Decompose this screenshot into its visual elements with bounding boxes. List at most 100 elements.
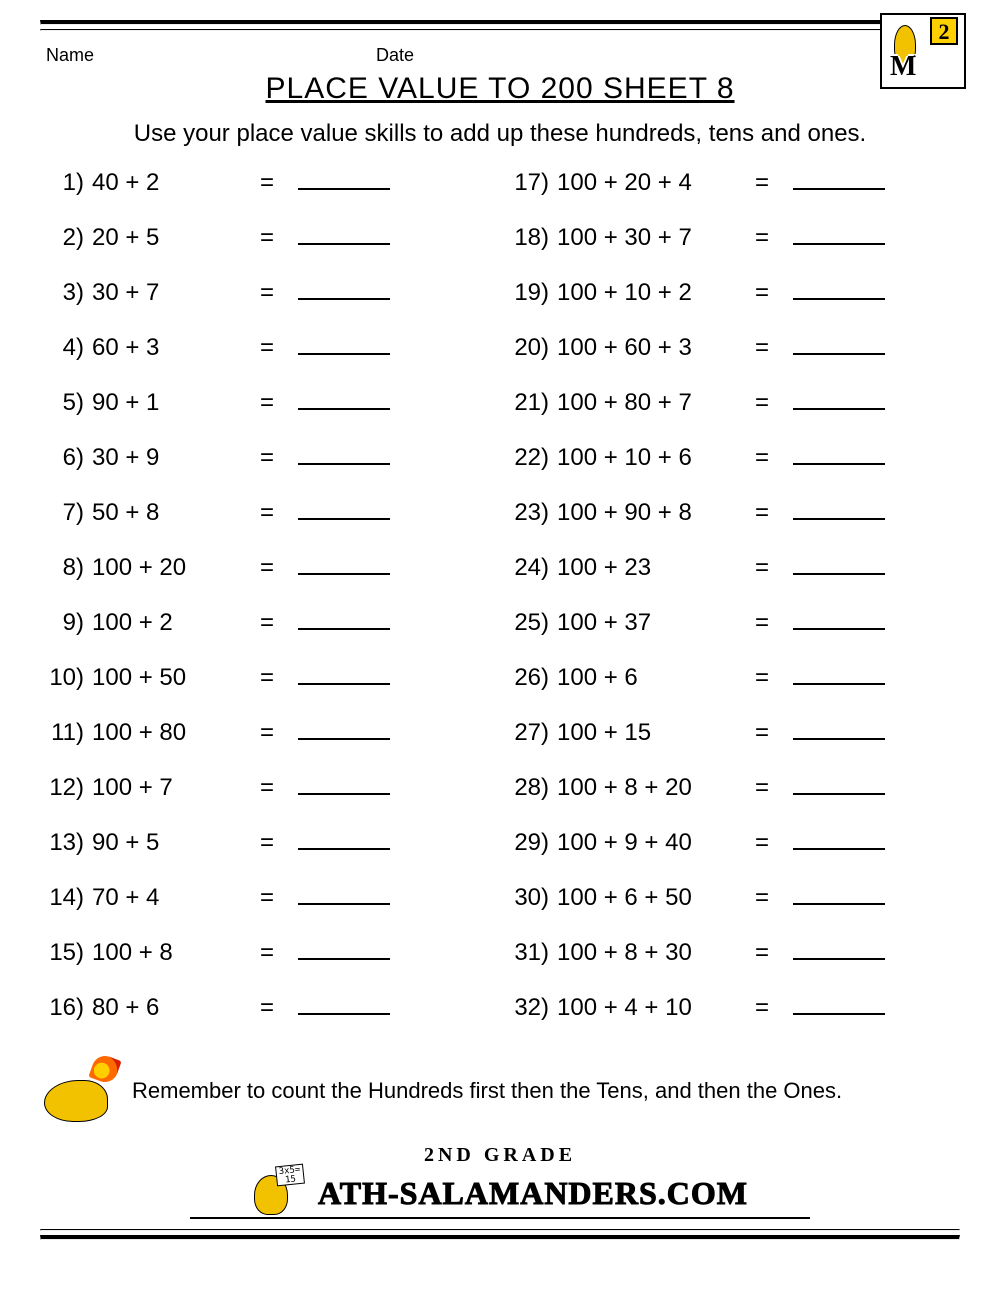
answer-blank[interactable] bbox=[793, 170, 885, 190]
equals-sign: = bbox=[252, 776, 282, 800]
problem-row: 3)30 + 7= bbox=[44, 280, 491, 305]
problem-row: 23)100 + 90 + 8= bbox=[509, 500, 956, 525]
problem-expression: 100 + 4 + 10 bbox=[557, 996, 747, 1020]
bottom-rule-thin bbox=[40, 1229, 960, 1231]
answer-blank[interactable] bbox=[793, 720, 885, 740]
equals-sign: = bbox=[747, 611, 777, 635]
problem-expression: 20 + 5 bbox=[92, 226, 252, 250]
equals-sign: = bbox=[252, 721, 282, 745]
problem-number: 18) bbox=[509, 226, 557, 250]
problem-row: 2)20 + 5= bbox=[44, 225, 491, 250]
answer-blank[interactable] bbox=[298, 830, 390, 850]
problem-expression: 70 + 4 bbox=[92, 886, 252, 910]
answer-blank[interactable] bbox=[298, 885, 390, 905]
grade-line: 2ND GRADE bbox=[40, 1144, 960, 1167]
problem-row: 15)100 + 8= bbox=[44, 940, 491, 965]
answer-blank[interactable] bbox=[793, 940, 885, 960]
equals-sign: = bbox=[747, 391, 777, 415]
problem-expression: 100 + 6 + 50 bbox=[557, 886, 747, 910]
problem-number: 23) bbox=[509, 501, 557, 525]
answer-blank[interactable] bbox=[298, 445, 390, 465]
answer-blank[interactable] bbox=[793, 885, 885, 905]
answer-blank[interactable] bbox=[793, 995, 885, 1015]
problem-number: 4) bbox=[44, 336, 92, 360]
problem-number: 19) bbox=[509, 281, 557, 305]
problem-row: 29)100 + 9 + 40= bbox=[509, 830, 956, 855]
problem-row: 24)100 + 23= bbox=[509, 555, 956, 580]
problem-expression: 30 + 7 bbox=[92, 281, 252, 305]
problem-number: 7) bbox=[44, 501, 92, 525]
brand-card: 3x5= 15 bbox=[275, 1164, 305, 1187]
answer-blank[interactable] bbox=[298, 335, 390, 355]
worksheet-title: PLACE VALUE TO 200 SHEET 8 bbox=[40, 72, 960, 106]
answer-blank[interactable] bbox=[793, 225, 885, 245]
problem-number: 15) bbox=[44, 941, 92, 965]
equals-sign: = bbox=[252, 831, 282, 855]
answer-blank[interactable] bbox=[793, 280, 885, 300]
answer-blank[interactable] bbox=[793, 390, 885, 410]
problem-expression: 100 + 9 + 40 bbox=[557, 831, 747, 855]
problem-number: 13) bbox=[44, 831, 92, 855]
equals-sign: = bbox=[747, 501, 777, 525]
answer-blank[interactable] bbox=[298, 995, 390, 1015]
answer-blank[interactable] bbox=[298, 665, 390, 685]
problem-expression: 100 + 6 bbox=[557, 666, 747, 690]
date-label: Date bbox=[376, 45, 414, 66]
problem-expression: 100 + 10 + 2 bbox=[557, 281, 747, 305]
answer-blank[interactable] bbox=[793, 335, 885, 355]
problem-number: 30) bbox=[509, 886, 557, 910]
answer-blank[interactable] bbox=[298, 775, 390, 795]
problem-number: 11) bbox=[44, 721, 92, 745]
problem-expression: 100 + 2 bbox=[92, 611, 252, 635]
problem-number: 31) bbox=[509, 941, 557, 965]
equals-sign: = bbox=[252, 666, 282, 690]
problem-row: 11)100 + 80= bbox=[44, 720, 491, 745]
problem-row: 27)100 + 15= bbox=[509, 720, 956, 745]
answer-blank[interactable] bbox=[298, 720, 390, 740]
problem-expression: 100 + 8 + 20 bbox=[557, 776, 747, 800]
problem-expression: 100 + 37 bbox=[557, 611, 747, 635]
top-rule-thin bbox=[40, 29, 960, 31]
answer-blank[interactable] bbox=[793, 665, 885, 685]
problem-row: 7)50 + 8= bbox=[44, 500, 491, 525]
answer-blank[interactable] bbox=[298, 940, 390, 960]
equals-sign: = bbox=[252, 281, 282, 305]
answer-blank[interactable] bbox=[298, 390, 390, 410]
problem-number: 27) bbox=[509, 721, 557, 745]
problem-expression: 100 + 60 + 3 bbox=[557, 336, 747, 360]
grade-badge: M 2 bbox=[880, 13, 966, 89]
problem-row: 10)100 + 50= bbox=[44, 665, 491, 690]
answer-blank[interactable] bbox=[793, 555, 885, 575]
answer-blank[interactable] bbox=[298, 500, 390, 520]
problem-expression: 100 + 8 + 30 bbox=[557, 941, 747, 965]
answer-blank[interactable] bbox=[793, 610, 885, 630]
answer-blank[interactable] bbox=[298, 170, 390, 190]
problem-row: 19)100 + 10 + 2= bbox=[509, 280, 956, 305]
answer-blank[interactable] bbox=[793, 775, 885, 795]
equals-sign: = bbox=[747, 666, 777, 690]
answer-blank[interactable] bbox=[298, 555, 390, 575]
problem-row: 12)100 + 7= bbox=[44, 775, 491, 800]
answer-blank[interactable] bbox=[298, 225, 390, 245]
equals-sign: = bbox=[252, 226, 282, 250]
answer-blank[interactable] bbox=[793, 500, 885, 520]
problem-row: 9)100 + 2= bbox=[44, 610, 491, 635]
top-rule-thick bbox=[40, 20, 960, 25]
answer-blank[interactable] bbox=[793, 830, 885, 850]
problem-row: 14)70 + 4= bbox=[44, 885, 491, 910]
answer-blank[interactable] bbox=[793, 445, 885, 465]
problems-grid: 1)40 + 2=2)20 + 5=3)30 + 7=4)60 + 3=5)90… bbox=[40, 170, 960, 1050]
problem-number: 2) bbox=[44, 226, 92, 250]
problem-expression: 100 + 80 bbox=[92, 721, 252, 745]
answer-blank[interactable] bbox=[298, 610, 390, 630]
worksheet-page: Name Date M 2 PLACE VALUE TO 200 SHEET 8… bbox=[0, 0, 1000, 1250]
problem-expression: 100 + 50 bbox=[92, 666, 252, 690]
equals-sign: = bbox=[747, 941, 777, 965]
problem-number: 16) bbox=[44, 996, 92, 1020]
problem-number: 5) bbox=[44, 391, 92, 415]
salamander-flame-icon bbox=[40, 1056, 124, 1126]
equals-sign: = bbox=[252, 501, 282, 525]
problem-expression: 100 + 23 bbox=[557, 556, 747, 580]
brand-salamander-icon: 3x5= 15 bbox=[252, 1167, 312, 1219]
answer-blank[interactable] bbox=[298, 280, 390, 300]
